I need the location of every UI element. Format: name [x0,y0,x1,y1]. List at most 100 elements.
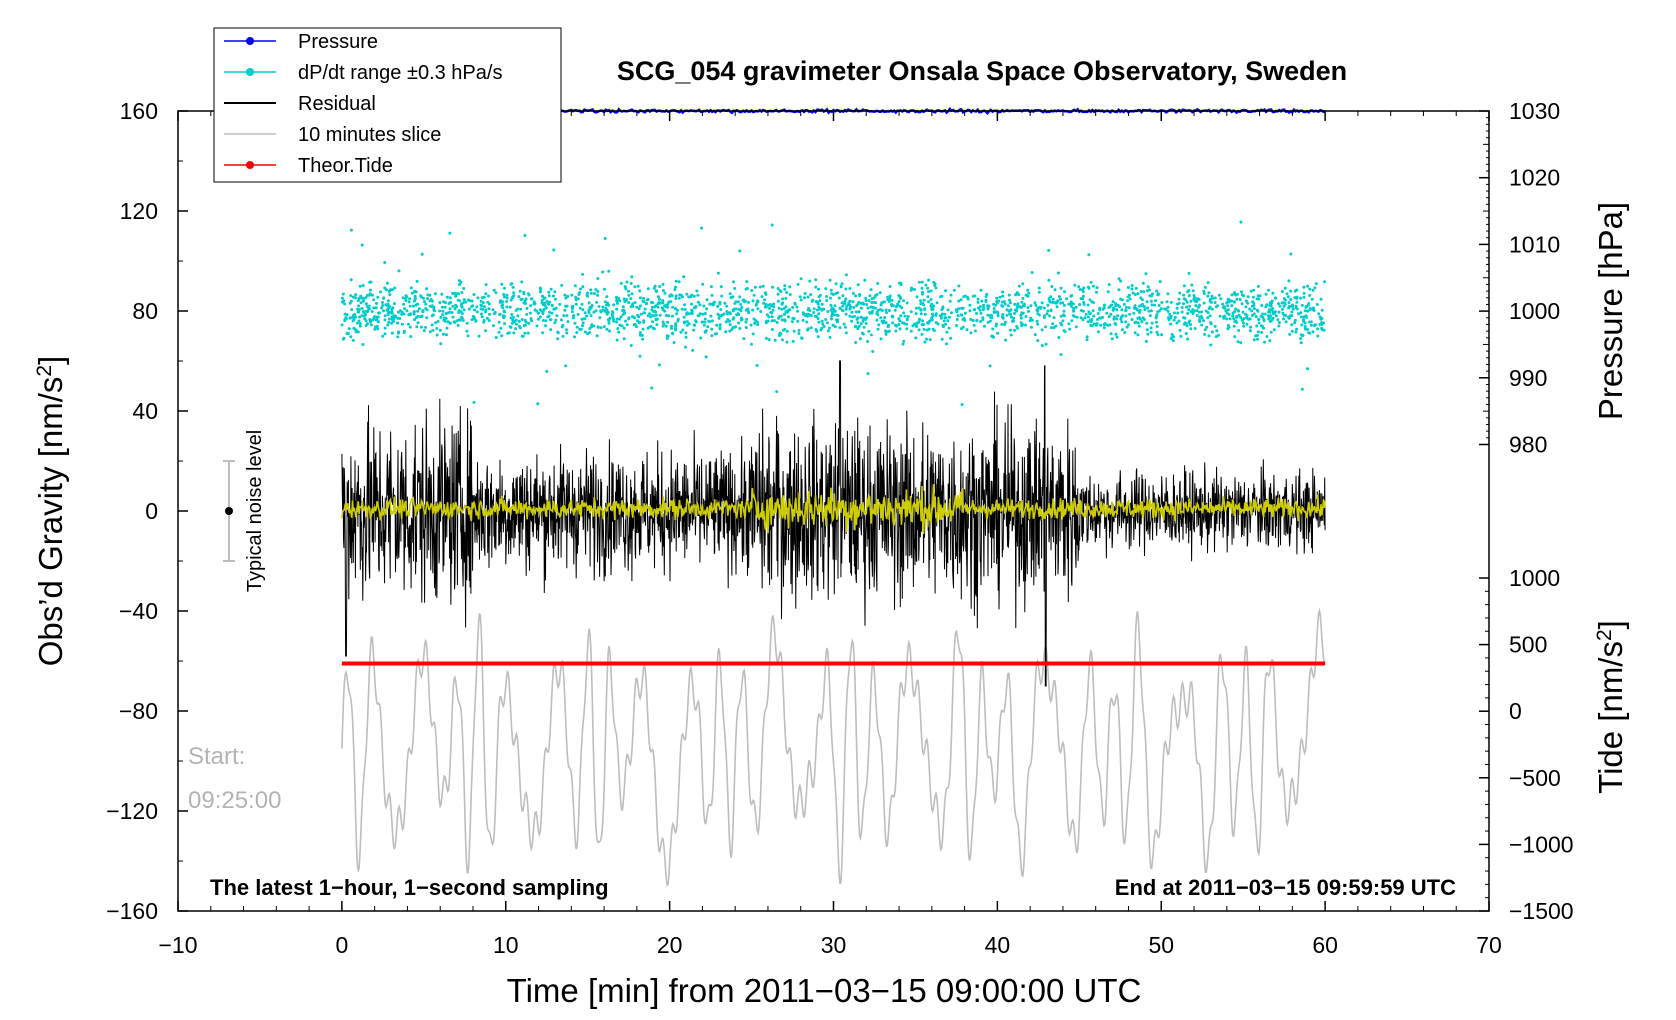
dpdt-point [349,278,353,282]
dpdt-point [575,331,579,335]
dpdt-point [716,271,720,275]
y-tick-label: 120 [120,198,158,224]
dpdt-point [1263,340,1266,344]
legend-marker [246,37,254,45]
x-tick-label: 10 [493,932,519,958]
dpdt-point [642,296,645,300]
dpdt-point [1306,284,1310,288]
dpdt-point [798,295,802,299]
dpdt-point [1003,302,1007,306]
dpdt-point [1052,326,1056,330]
dpdt-point [422,329,426,333]
dpdt-point [442,332,445,336]
dpdt-point [785,291,789,294]
dpdt-point [861,332,865,336]
dpdt-point [996,310,999,314]
dpdt-point [1283,286,1287,290]
dpdt-point [1198,319,1202,323]
dpdt-point [565,331,569,335]
dpdt-point [545,369,549,373]
dpdt-point [416,309,420,313]
dpdt-point [1150,303,1154,307]
dpdt-point [936,322,940,326]
dpdt-point [968,303,972,307]
dpdt-point [590,304,594,307]
dpdt-point [919,308,923,312]
dpdt-point [1281,311,1285,315]
dpdt-point [564,296,568,300]
dpdt-point [833,304,837,308]
dpdt-point [612,319,616,323]
dpdt-point [825,295,828,298]
dpdt-point [687,295,691,299]
dpdt-point [484,308,488,312]
x-tick-label: 50 [1148,932,1174,958]
dpdt-point [1300,323,1304,327]
dpdt-point [1270,299,1274,303]
dpdt-point [1121,328,1124,332]
dpdt-point [631,302,635,306]
dpdt-point [674,297,678,300]
dpdt-point [661,301,665,305]
dpdt-point [492,312,496,316]
dpdt-point [359,301,363,305]
dpdt-point [1300,303,1304,307]
dpdt-point [477,334,481,338]
dpdt-point [1040,328,1044,332]
dpdt-point [611,310,614,314]
dpdt-point [388,317,391,321]
dpdt-point [639,312,643,316]
dpdt-point [909,310,913,314]
dpdt-point [833,325,837,329]
dpdt-point [1166,305,1170,309]
dpdt-point [367,307,371,311]
dpdt-point [1209,343,1213,347]
dpdt-point [759,310,763,313]
dpdt-point [776,299,780,303]
dpdt-point [575,325,579,329]
dpdt-point [1213,296,1217,300]
dpdt-point [1087,310,1091,314]
dpdt-point [745,317,749,321]
dpdt-point [856,283,860,287]
dpdt-point [902,299,905,303]
dpdt-point [1271,291,1275,295]
dpdt-point [1071,302,1075,306]
dpdt-point [770,315,774,319]
slice-line [341,608,1326,887]
dpdt-point [1304,305,1308,308]
dpdt-point [455,305,459,308]
dpdt-point [1206,281,1210,285]
dpdt-point [650,386,654,390]
dpdt-point [1273,311,1276,315]
dpdt-point [891,314,894,318]
dpdt-point [817,287,820,291]
dpdt-point [805,320,809,324]
dpdt-point [369,288,372,292]
dpdt-point [944,289,948,293]
dpdt-point [620,324,624,328]
dpdt-point [1072,306,1076,310]
dpdt-point [744,320,748,324]
dpdt-point [781,297,785,301]
dpdt-point [1109,304,1113,308]
dpdt-point [671,314,674,318]
dpdt-point [690,293,694,297]
dpdt-point [564,364,568,368]
dpdt-point [1062,309,1066,313]
dpdt-point [1200,323,1204,327]
dpdt-point [638,333,642,337]
dpdt-point [739,303,743,306]
dpdt-point [1036,322,1040,326]
dpdt-point [1001,313,1005,316]
dpdt-point [1213,324,1217,328]
dpdt-point [507,331,511,335]
dpdt-point [508,305,512,309]
dpdt-point [1154,316,1158,320]
dpdt-point [797,328,801,332]
dpdt-point [396,321,400,325]
dpdt-point [1136,292,1140,296]
start-time: 09:25:00 [188,787,281,814]
dpdt-point [1105,311,1109,315]
dpdt-point [767,315,771,319]
